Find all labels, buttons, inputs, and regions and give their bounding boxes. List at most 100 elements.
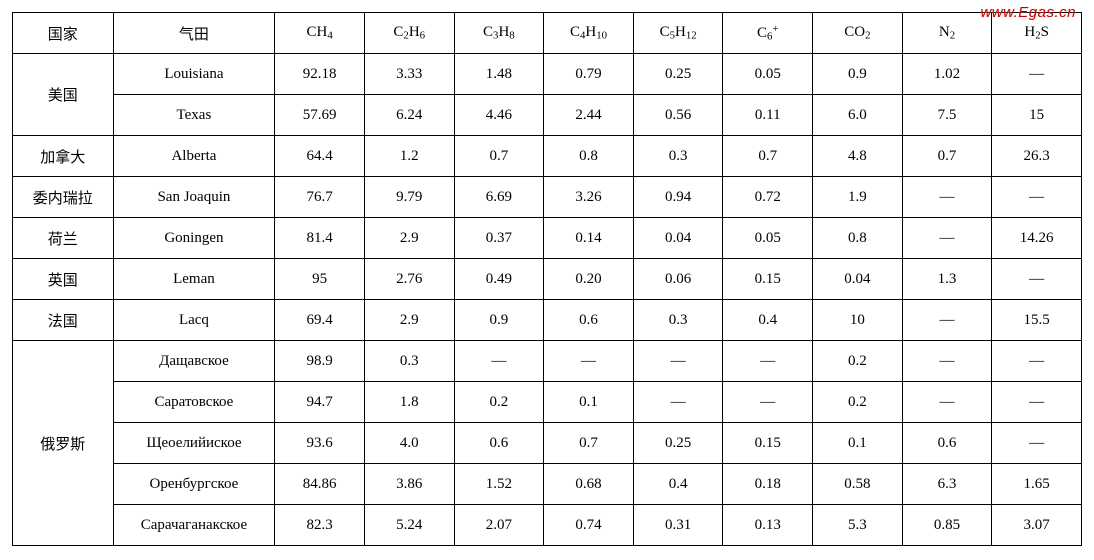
value-cell: 0.2 (813, 341, 903, 382)
field-cell: Оренбургское (113, 464, 275, 505)
table-row: Саратовское94.71.80.20.1——0.2—— (13, 382, 1082, 423)
watermark-text: www.Egas.cn (980, 4, 1076, 21)
value-cell: 9.79 (364, 177, 454, 218)
value-cell: 0.94 (633, 177, 723, 218)
value-cell: — (992, 54, 1082, 95)
value-cell: 15.5 (992, 300, 1082, 341)
header-C3H8: C3H8 (454, 13, 544, 54)
field-cell: San Joaquin (113, 177, 275, 218)
table-row: Щеоелийиское93.64.00.60.70.250.150.10.6— (13, 423, 1082, 464)
value-cell: 0.85 (902, 505, 992, 546)
value-cell: 0.7 (544, 423, 634, 464)
value-cell: 0.20 (544, 259, 634, 300)
table-row: 英国Leman952.760.490.200.060.150.041.3— (13, 259, 1082, 300)
value-cell: — (992, 341, 1082, 382)
value-cell: 1.52 (454, 464, 544, 505)
value-cell: 7.5 (902, 95, 992, 136)
value-cell: 6.0 (813, 95, 903, 136)
value-cell: 0.25 (633, 423, 723, 464)
value-cell: 0.05 (723, 54, 813, 95)
value-cell: — (902, 382, 992, 423)
value-cell: — (723, 341, 813, 382)
value-cell: — (992, 259, 1082, 300)
value-cell: — (902, 218, 992, 259)
value-cell: 0.49 (454, 259, 544, 300)
value-cell: 81.4 (275, 218, 365, 259)
value-cell: 5.3 (813, 505, 903, 546)
value-cell: — (902, 341, 992, 382)
value-cell: 0.15 (723, 423, 813, 464)
value-cell: 2.44 (544, 95, 634, 136)
value-cell: 0.8 (813, 218, 903, 259)
country-cell: 美国 (13, 54, 114, 136)
value-cell: 3.86 (364, 464, 454, 505)
table-row: 法国Lacq69.42.90.90.60.30.410—15.5 (13, 300, 1082, 341)
value-cell: 0.7 (723, 136, 813, 177)
value-cell: 69.4 (275, 300, 365, 341)
value-cell: 0.6 (544, 300, 634, 341)
table-row: 荷兰Goningen81.42.90.370.140.040.050.8—14.… (13, 218, 1082, 259)
value-cell: 2.9 (364, 300, 454, 341)
value-cell: 0.25 (633, 54, 723, 95)
value-cell: 0.56 (633, 95, 723, 136)
value-cell: 1.48 (454, 54, 544, 95)
value-cell: 2.76 (364, 259, 454, 300)
value-cell: 64.4 (275, 136, 365, 177)
value-cell: 0.79 (544, 54, 634, 95)
value-cell: 0.11 (723, 95, 813, 136)
value-cell: 0.68 (544, 464, 634, 505)
value-cell: 3.07 (992, 505, 1082, 546)
value-cell: 1.65 (992, 464, 1082, 505)
field-cell: Alberta (113, 136, 275, 177)
value-cell: 0.2 (454, 382, 544, 423)
field-cell: Goningen (113, 218, 275, 259)
value-cell: 0.6 (454, 423, 544, 464)
value-cell: — (633, 382, 723, 423)
value-cell: 1.3 (902, 259, 992, 300)
value-cell: 0.04 (633, 218, 723, 259)
value-cell: 2.07 (454, 505, 544, 546)
field-cell: Louisiana (113, 54, 275, 95)
value-cell: 6.69 (454, 177, 544, 218)
value-cell: 0.6 (902, 423, 992, 464)
value-cell: 14.26 (992, 218, 1082, 259)
value-cell: 95 (275, 259, 365, 300)
value-cell: 1.2 (364, 136, 454, 177)
value-cell: 1.9 (813, 177, 903, 218)
table-row: Texas57.696.244.462.440.560.116.07.515 (13, 95, 1082, 136)
value-cell: 3.33 (364, 54, 454, 95)
value-cell: — (902, 177, 992, 218)
table-row: 加拿大Alberta64.41.20.70.80.30.74.80.726.3 (13, 136, 1082, 177)
value-cell: 57.69 (275, 95, 365, 136)
value-cell: 82.3 (275, 505, 365, 546)
field-cell: Щеоелийиское (113, 423, 275, 464)
value-cell: 0.4 (723, 300, 813, 341)
value-cell: 0.7 (902, 136, 992, 177)
value-cell: 0.4 (633, 464, 723, 505)
value-cell: 10 (813, 300, 903, 341)
country-cell: 加拿大 (13, 136, 114, 177)
value-cell: 0.05 (723, 218, 813, 259)
field-cell: Сарачаганакское (113, 505, 275, 546)
value-cell: 0.04 (813, 259, 903, 300)
field-cell: Leman (113, 259, 275, 300)
value-cell: 26.3 (992, 136, 1082, 177)
value-cell: 6.3 (902, 464, 992, 505)
table-row: 美国Louisiana92.183.331.480.790.250.050.91… (13, 54, 1082, 95)
value-cell: 0.3 (633, 136, 723, 177)
value-cell: 4.46 (454, 95, 544, 136)
table-row: Сарачаганакское82.35.242.070.740.310.135… (13, 505, 1082, 546)
value-cell: — (992, 177, 1082, 218)
table-row: 俄罗斯Дащавское98.90.3————0.2—— (13, 341, 1082, 382)
field-cell: Саратовское (113, 382, 275, 423)
value-cell: 0.1 (544, 382, 634, 423)
value-cell: 0.7 (454, 136, 544, 177)
country-cell: 委内瑞拉 (13, 177, 114, 218)
value-cell: 84.86 (275, 464, 365, 505)
header-C5H12: C5H12 (633, 13, 723, 54)
country-cell: 法国 (13, 300, 114, 341)
value-cell: 0.58 (813, 464, 903, 505)
value-cell: 0.1 (813, 423, 903, 464)
value-cell: 0.9 (813, 54, 903, 95)
value-cell: 3.26 (544, 177, 634, 218)
